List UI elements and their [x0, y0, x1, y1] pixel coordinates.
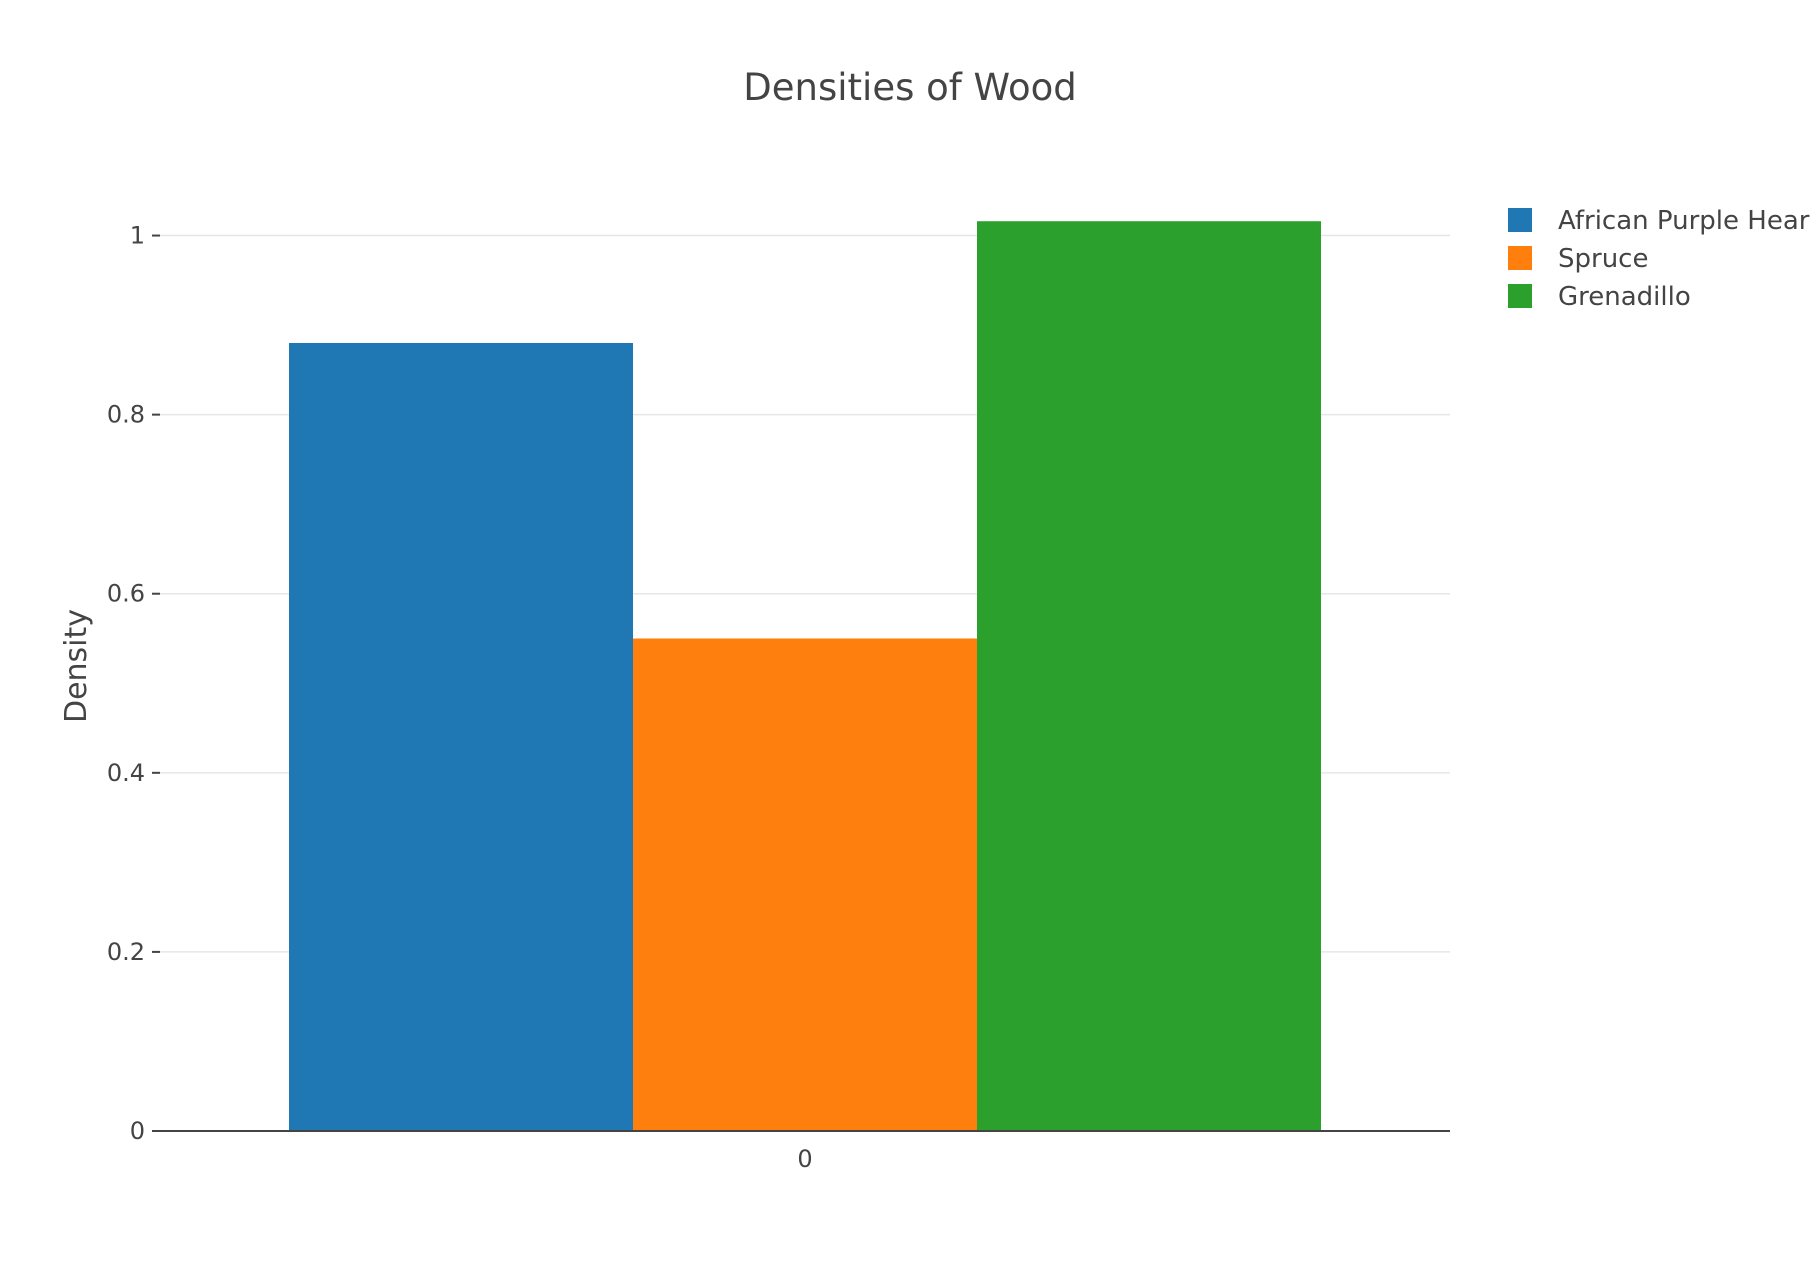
legend-swatch	[1508, 284, 1532, 308]
legend-item-spruce[interactable]: Spruce	[1508, 244, 1648, 274]
y-tick-label: 0	[130, 1117, 145, 1145]
legend-swatch	[1508, 246, 1532, 270]
y-tick-label: 0.6	[107, 580, 145, 608]
legend-label: Grenadillo	[1558, 282, 1691, 312]
bar-grenadillo[interactable]	[977, 221, 1321, 1131]
y-axis-title: Density	[59, 609, 94, 723]
legend-label: Spruce	[1558, 244, 1648, 274]
legend-item-grenadillo[interactable]: Grenadillo	[1508, 282, 1691, 312]
x-tick-label: 0	[797, 1145, 812, 1173]
x-axis: 0	[160, 1130, 1450, 1173]
y-tick-label: 0.4	[107, 759, 145, 787]
legend-swatch	[1508, 208, 1532, 232]
y-tick-label: 0.2	[107, 938, 145, 966]
chart-title: Densities of Wood	[743, 66, 1076, 109]
legend-item-african-purple-heart[interactable]: African Purple Heart	[1508, 206, 1810, 236]
y-tick-label: 0.8	[107, 401, 145, 429]
y-axis: 0 0.2 0.4 0.6 0.8 1	[107, 222, 160, 1145]
y-tick-label: 1	[130, 222, 145, 250]
legend[interactable]: African Purple Heart Spruce Grenadillo	[1508, 206, 1810, 312]
bar-african-purple-heart[interactable]	[289, 343, 633, 1131]
legend-label: African Purple Heart	[1558, 206, 1810, 236]
bar-spruce[interactable]	[633, 638, 977, 1132]
bars	[289, 221, 1321, 1131]
